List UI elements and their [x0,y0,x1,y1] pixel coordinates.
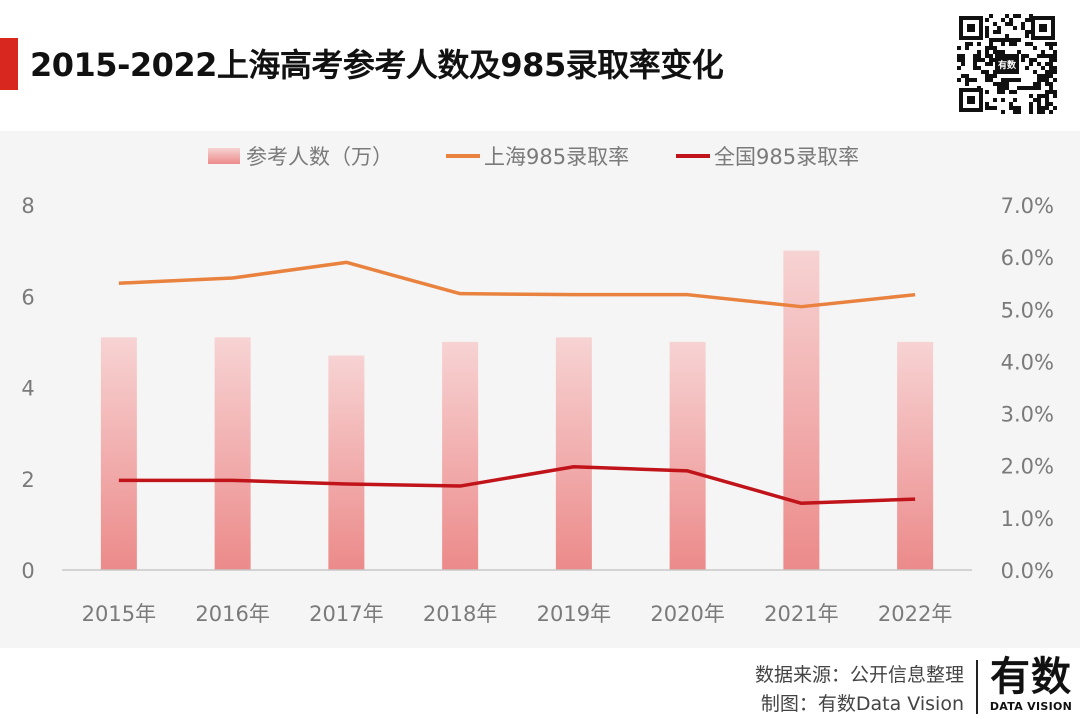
x-axis-tick: 2015年 [82,602,156,626]
right-axis-tick: 4.0% [1001,350,1054,374]
right-axis-tick: 1.0% [1001,507,1054,531]
bar-participants [669,341,706,570]
combo-chart: 参考人数（万） 上海985录取率 全国985录取率 0 2 4 6 8 0.0% 1.0%… [21,145,1054,626]
x-axis-tick: 2021年 [764,602,838,626]
page-title: 2015-2022上海高考参考人数及985录取率变化 [30,46,724,84]
chart-maker-text: 制图：有数Data Vision [760,693,964,715]
right-axis-tick: 6.0% [1001,246,1054,270]
header: 2015-2022上海高考参考人数及985录取率变化 有数 [0,0,1080,130]
footer-divider [976,660,978,714]
line-shanghai-985-rate [118,260,916,309]
qr-center-label: 有数 [998,59,1017,71]
legend-swatch-bar [208,148,240,164]
brand-name-cn: 有数 [990,654,1072,700]
right-axis-tick: 7.0% [1001,194,1054,218]
right-axis-tick: 0.0% [1001,559,1054,583]
legend-label-bar: 参考人数（万） [246,145,393,169]
footer-source-block: 数据来源：公开信息整理 制图：有数Data Vision [755,661,964,719]
right-axis-tick: 3.0% [1001,403,1054,427]
bar-participants [897,341,934,570]
right-axis-tick: 2.0% [1001,455,1054,479]
legend: 参考人数（万） 上海985录取率 全国985录取率 [208,145,859,169]
left-axis-tick: 4 [21,377,34,401]
chart-panel: 参考人数（万） 上海985录取率 全国985录取率 0 2 4 6 8 0.0% 1.0%… [0,131,1080,648]
x-axis-tick: 2020年 [650,602,724,626]
brand-name-en: DATA VISION [989,700,1073,713]
left-axis-tick: 0 [21,559,34,583]
bar-participants [442,341,479,570]
legend-label-national: 全国985录取率 [714,145,859,169]
bar-participants [783,250,820,570]
right-axis-tick: 5.0% [1001,298,1054,322]
bar-participants [328,355,365,570]
legend-label-shanghai: 上海985录取率 [484,145,629,169]
x-axis-tick: 2019年 [537,602,611,626]
x-axis-tick: 2018年 [423,602,497,626]
x-axis-tick: 2022年 [878,602,952,626]
left-axis-tick: 2 [21,468,34,492]
left-axis-tick: 6 [21,285,34,309]
brand-logo: 有数 DATA VISION [986,654,1076,713]
bar-participants [100,337,137,570]
left-axis-tick: 8 [21,194,34,218]
x-axis-tick: 2016年 [195,602,269,626]
title-accent-bar [0,38,18,90]
bar-participants [555,337,592,570]
x-axis-tick: 2017年 [309,602,383,626]
bar-participants [214,337,251,570]
line-national-985-rate [118,465,916,506]
data-source-text: 数据来源：公开信息整理 [754,664,964,686]
qr-code-icon[interactable]: 有数 [957,14,1057,114]
